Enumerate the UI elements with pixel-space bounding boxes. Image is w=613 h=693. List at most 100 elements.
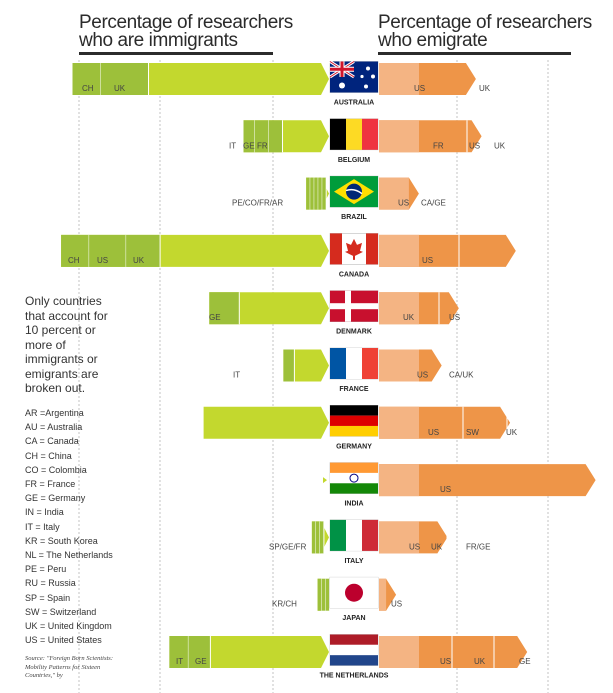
- legend-item: CH = China: [25, 450, 72, 461]
- emigrant-segment-label: CA/GE: [421, 199, 446, 208]
- flag-stripe: [330, 415, 378, 426]
- immigrant-segment-label: UK: [133, 256, 145, 265]
- flag-stripe: [330, 519, 346, 551]
- emigrant-segment-label: CA/UK: [449, 371, 474, 380]
- country-name: DENMARK: [336, 329, 372, 336]
- immigrant-segment: [268, 120, 283, 153]
- flag-cross: [330, 303, 378, 310]
- flag-globe: [346, 183, 362, 200]
- flag-disc: [345, 583, 363, 602]
- emigrant-segment-label: US: [440, 485, 451, 494]
- emigrant-segment: [379, 636, 419, 668]
- legend-item: IN = India: [25, 507, 64, 518]
- emigrant-segment-label: UK: [479, 84, 491, 93]
- flag-chakra: [349, 473, 359, 483]
- immigrants-header: Percentage of researchers who are immigr…: [79, 13, 293, 50]
- emigrant-segment-label: UK: [494, 141, 506, 150]
- flag-stripe: [330, 644, 378, 656]
- emigrant-segment: [379, 464, 419, 497]
- immigrant-segment-label: GE: [243, 141, 255, 150]
- country-name: BELGIUM: [338, 157, 370, 164]
- legend-item: UK = United Kingdom: [25, 621, 112, 632]
- immigrant-segment-label: GE: [209, 313, 221, 322]
- country-name: THE NETHERLANDS: [320, 673, 389, 680]
- country-name: INDIA: [344, 501, 363, 508]
- emigrant-segment-label: FR: [433, 141, 444, 150]
- legend-item: CA = Canada: [25, 436, 79, 447]
- emigrant-segment-label: US: [449, 313, 460, 322]
- legend-item: GE = Germany: [25, 493, 86, 504]
- immigrant-segment: [169, 636, 189, 668]
- country-name: FRANCE: [339, 386, 368, 393]
- immigrant-segment-label: UK: [114, 84, 126, 93]
- country-name: BRAZIL: [341, 214, 367, 221]
- immigrant-segment-label: IT: [229, 141, 236, 150]
- flag-star: [364, 84, 368, 89]
- emigrant-segment-label: US: [414, 84, 425, 93]
- source-note: Source: "Foreign Born Scientists: Mobili…: [25, 655, 113, 679]
- flag-stripe: [362, 348, 378, 379]
- immigrant-segment: [319, 521, 324, 554]
- flag-star: [371, 74, 375, 79]
- emigrant-segment-label: US: [409, 542, 420, 551]
- breakout-note: Only countries that account for 10 perce…: [25, 294, 108, 395]
- emigrant-segment-label: UK: [403, 313, 415, 322]
- immigrant-segment: [100, 63, 149, 95]
- immigrant-segment: [89, 234, 127, 267]
- emigrant-segment-label: US: [428, 428, 439, 437]
- flag-star: [366, 66, 370, 71]
- immigrant-segment-label: IT: [233, 371, 240, 380]
- immigrant-segment: [317, 578, 322, 611]
- emigrant-bar: [379, 464, 596, 497]
- immigrant-segment: [310, 177, 315, 210]
- country-name: JAPAN: [342, 615, 365, 622]
- immigrant-segment-label: US: [97, 256, 108, 265]
- immigrant-segment-label: CH: [68, 256, 80, 265]
- immigrant-segment: [314, 177, 319, 210]
- legend-item: AR =Argentina: [25, 408, 84, 418]
- emigrant-segment: [379, 234, 419, 267]
- emigrant-segment-label: UK: [431, 542, 443, 551]
- immigrant-segment-label: PE/CO/FR/AR: [232, 199, 283, 208]
- immigrant-segment-label: IT: [176, 657, 183, 666]
- immigrant-segment: [315, 521, 320, 554]
- country-name: ITALY: [344, 558, 363, 565]
- immigrant-bar: [203, 406, 329, 439]
- flag-stripe: [346, 348, 362, 379]
- flag-stripe: [362, 118, 378, 150]
- country-name: AUSTRALIA: [334, 100, 374, 107]
- flag-stripe: [330, 634, 378, 645]
- country-code-legend: AR =Argentina AU = Australia CA = Canada CH…: [25, 406, 113, 647]
- immigrant-bar: [323, 477, 327, 484]
- emigrant-segment: [379, 406, 419, 439]
- immigrant-segment-label: KR/CH: [272, 600, 297, 609]
- immigrant-segment: [325, 578, 330, 611]
- flag-stripe: [330, 118, 346, 150]
- country-name: GERMANY: [336, 443, 372, 450]
- flag-star: [360, 74, 364, 79]
- immigrant-segment: [61, 234, 90, 267]
- legend-item: PE = Peru: [25, 564, 67, 575]
- emigrant-segment-label: US: [422, 256, 433, 265]
- emigrant-segment-label: US: [469, 141, 480, 150]
- flag-band: [345, 188, 363, 195]
- flag-stripe: [330, 462, 378, 473]
- legend-item: KR = South Korea: [25, 535, 98, 546]
- immigrant-segment: [283, 349, 295, 382]
- legend-item: AU = Australia: [25, 422, 83, 433]
- flag-stripe: [330, 655, 378, 666]
- flag-stripe: [330, 425, 378, 437]
- immigrant-segment: [72, 63, 101, 95]
- flag-stripe: [330, 348, 346, 379]
- emigrant-segment: [379, 578, 387, 611]
- flag-stripe: [362, 519, 378, 551]
- emigrant-segment-label: UK: [506, 428, 518, 437]
- emigrant-segment-label: US: [398, 199, 409, 208]
- immigrant-segment: [243, 120, 255, 153]
- flag-stripe: [366, 233, 378, 265]
- emigrants-header-line-1: Percentage of researchers: [378, 12, 592, 33]
- emigrant-segment-label: GE: [519, 657, 531, 666]
- emigrant-segment: [379, 521, 419, 554]
- legend-item: RU = Russia: [25, 578, 76, 589]
